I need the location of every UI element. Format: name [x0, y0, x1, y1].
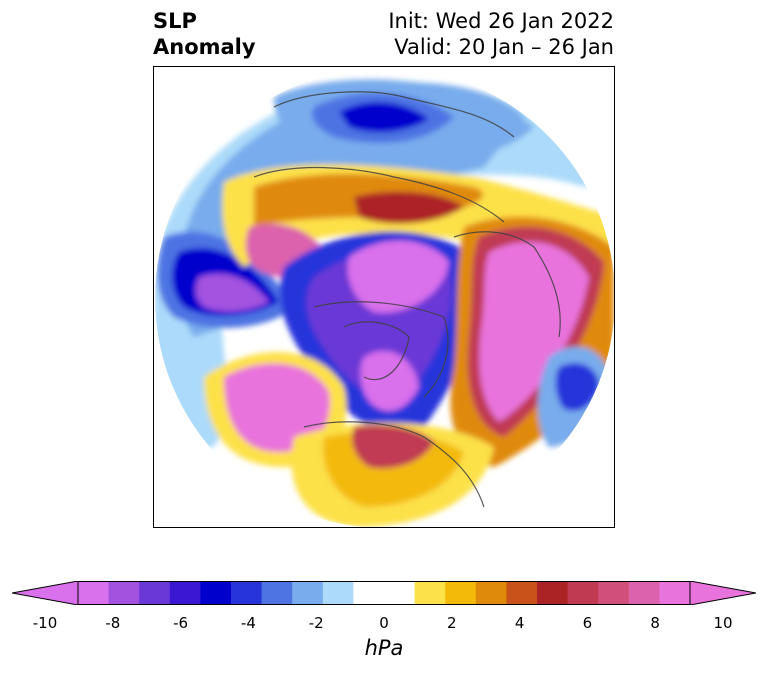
- colorbar-tick-label: 10: [713, 614, 733, 632]
- colorbar-svg: [11, 580, 757, 606]
- colorbar-segment: [567, 581, 599, 605]
- colorbar-segment: [598, 581, 630, 605]
- colorbar-tick-label: 4: [514, 614, 525, 632]
- colorbar-tick-label: 2: [447, 614, 457, 632]
- colorbar-segment: [231, 581, 263, 605]
- anomaly-field: [155, 79, 614, 527]
- colorbar-segment: [384, 581, 416, 605]
- colorbar-segment: [322, 581, 354, 605]
- coastlines: [253, 91, 561, 508]
- colorbar-segment: [261, 581, 293, 605]
- colorbar-segment: [200, 581, 232, 605]
- colorbar-tick-label: -10: [32, 614, 58, 632]
- colorbar-tick-label: -4: [240, 614, 256, 632]
- colorbar-segment: [78, 581, 110, 605]
- colorbar-unit: hPa: [364, 636, 404, 660]
- map-canvas: [155, 79, 614, 527]
- colorbar-segment: [445, 581, 477, 605]
- colorbar-tick-label: -2: [308, 614, 324, 632]
- colorbar-tick-label: -8: [105, 614, 121, 632]
- colorbar-segment: [475, 581, 507, 605]
- colorbar-tick-label: -6: [173, 614, 189, 632]
- colorbar-segment: [506, 581, 538, 605]
- colorbar-segment: [537, 581, 569, 605]
- map-title: SLP Anomaly: [153, 8, 256, 60]
- colorbar-extend-left: [11, 580, 79, 606]
- colorbar-segment: [353, 581, 385, 605]
- colorbar-segment: [169, 581, 201, 605]
- colorbar: [11, 580, 757, 606]
- colorbar-tick-label: 8: [650, 614, 660, 632]
- colorbar-tick-label: 0: [379, 614, 389, 632]
- colorbar-segment: [292, 581, 324, 605]
- title-line-slp: SLP: [153, 9, 197, 33]
- anomaly-map: [153, 66, 615, 528]
- colorbar-segment: [139, 581, 171, 605]
- colorbar-outline: [77, 581, 691, 605]
- colorbar-segment: [628, 581, 660, 605]
- date-info: Init: Wed 26 Jan 2022 Valid: 20 Jan – 26…: [388, 8, 614, 60]
- colorbar-segment: [659, 581, 691, 605]
- colorbar-segment: [414, 581, 446, 605]
- colorbar-segment: [108, 581, 140, 605]
- colorbar-segments: [78, 581, 691, 605]
- valid-range: Valid: 20 Jan – 26 Jan: [394, 35, 614, 59]
- colorbar-extend-right: [689, 580, 757, 606]
- colorbar-tick-label: 6: [582, 614, 593, 632]
- init-date: Init: Wed 26 Jan 2022: [388, 9, 614, 33]
- title-line-anomaly: Anomaly: [153, 35, 256, 59]
